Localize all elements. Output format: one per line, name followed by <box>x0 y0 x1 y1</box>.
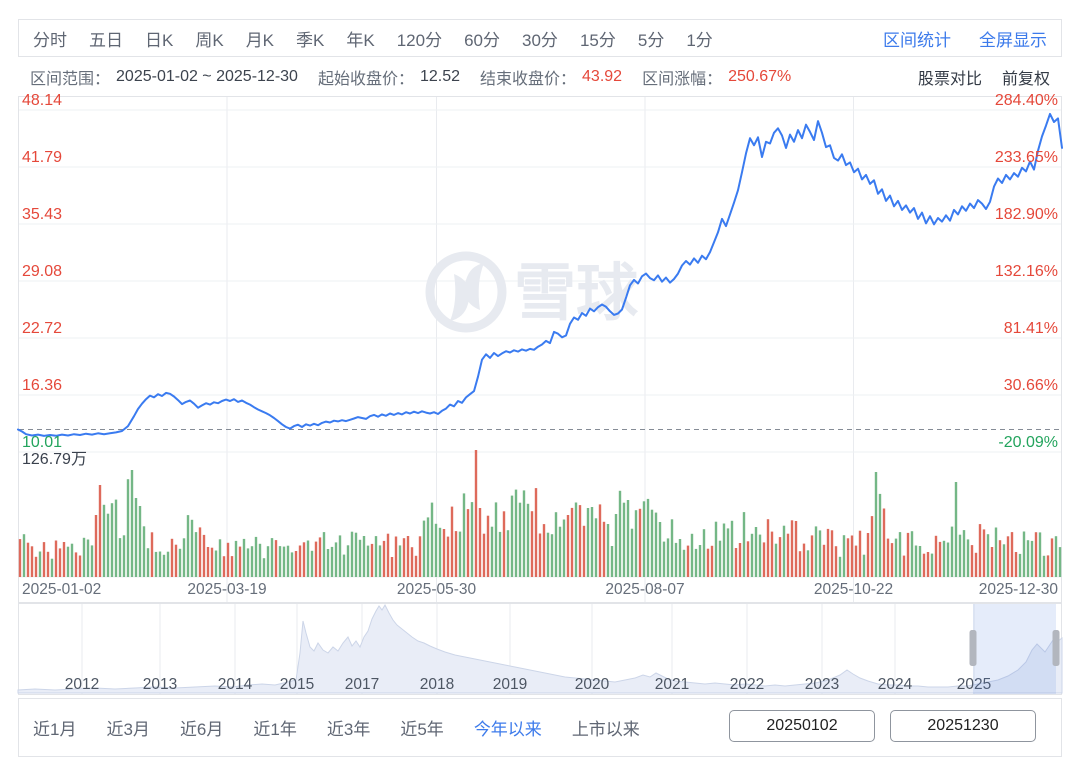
period-tab-5[interactable]: 月K <box>245 30 275 50</box>
price-line <box>17 112 1063 437</box>
start-close-value: 12.52 <box>419 67 460 85</box>
fullscreen-link[interactable]: 全屏显示 <box>979 30 1047 50</box>
navigator-year-label: 2017 <box>345 676 379 693</box>
pct-axis-label: 233.65% <box>995 149 1058 166</box>
period-tab-1[interactable]: 分时 <box>33 30 67 50</box>
range-label: 区间范围： <box>30 70 111 88</box>
navigator-left-handle[interactable] <box>969 630 977 666</box>
price-axis-label: 29.08 <box>22 263 62 280</box>
start-date-input[interactable] <box>729 710 875 742</box>
range-span: 区间范围： 2025-01-02 ~ 2025-12-30 <box>30 65 298 89</box>
main-chart-area[interactable]: 雪球 48.14 41.79 35.43 29.08 22.72 16.36 10.01 284… <box>17 92 1063 603</box>
x-axis-label: 2025-08-07 <box>605 581 684 598</box>
x-axis-label: 2025-10-22 <box>814 581 893 598</box>
price-volume-chart[interactable]: 雪球 48.14 41.79 35.43 29.08 22.72 16.36 10.01 284… <box>17 92 1063 603</box>
period-tab-11[interactable]: 15分 <box>579 30 616 50</box>
range-shortcut-5[interactable]: 近3年 <box>326 720 371 739</box>
range-shortcut-bar: 近1月 近3月 近6月 近1年 近3年 近5年 今年以来 上市以来 <box>18 698 1062 757</box>
period-tab-7[interactable]: 年K <box>346 30 375 50</box>
adjust-mode-button[interactable]: 前复权 <box>1001 70 1050 88</box>
period-tab-6[interactable]: 季K <box>296 30 325 50</box>
x-axis-label: 2025-12-30 <box>979 581 1059 598</box>
end-close: 结束收盘价： 43.92 <box>480 65 622 89</box>
navigator-year-label: 2013 <box>143 676 177 693</box>
chart-frame <box>18 96 1062 603</box>
navigator-year-label: 2022 <box>730 676 764 693</box>
range-change-value: 250.67% <box>728 67 792 85</box>
period-tab-3[interactable]: 日K <box>145 30 174 50</box>
range-shortcut-8[interactable]: 上市以来 <box>571 720 640 739</box>
price-axis-label: 22.72 <box>22 320 62 337</box>
range-change-label: 区间涨幅： <box>642 70 723 88</box>
navigator-year-label: 2015 <box>280 676 314 693</box>
x-axis-label: 2025-01-02 <box>22 581 101 598</box>
price-axis-label: 10.01 <box>22 434 62 451</box>
end-close-label: 结束收盘价： <box>480 70 577 88</box>
navigator-year-label: 2019 <box>493 676 527 693</box>
pct-axis-label: 284.40% <box>995 92 1058 109</box>
x-axis-label: 2025-03-19 <box>187 581 266 598</box>
price-axis-label: 16.36 <box>22 377 62 394</box>
price-axis-label: 41.79 <box>22 149 62 166</box>
range-shortcut-2[interactable]: 近3月 <box>106 720 150 739</box>
pct-axis-label: 30.66% <box>1004 377 1058 394</box>
start-close: 起始收盘价： 12.52 <box>318 65 460 89</box>
stock-compare-button[interactable]: 股票对比 <box>917 70 982 88</box>
range-value: 2025-01-02 ~ 2025-12-30 <box>116 67 298 85</box>
range-shortcut-1[interactable]: 近1月 <box>33 720 77 739</box>
range-stats-link[interactable]: 区间统计 <box>883 30 951 50</box>
period-tab-13[interactable]: 1分 <box>686 30 713 50</box>
watermark-text: 雪球 <box>514 259 639 328</box>
navigator-year-label: 2018 <box>420 676 454 693</box>
period-tab-8[interactable]: 120分 <box>396 30 443 50</box>
navigator-area <box>17 603 1063 694</box>
x-axis-label: 2025-05-30 <box>397 581 477 598</box>
end-date-input[interactable] <box>890 710 1036 742</box>
navigator-year-label: 2014 <box>218 676 253 693</box>
navigator-chart[interactable]: 2012 2013 2014 2015 2017 2018 2019 2020 2021 2022… <box>17 603 1063 695</box>
navigator-year-label: 2012 <box>65 676 99 693</box>
pct-axis-label: 182.90% <box>995 206 1058 223</box>
range-info-bar: 区间范围： 2025-01-02 ~ 2025-12-30 起始收盘价： 12.… <box>18 57 1062 96</box>
volume-max-label: 126.79万 <box>22 451 87 468</box>
period-tab-10[interactable]: 30分 <box>522 30 558 50</box>
navigator-selection[interactable] <box>973 604 1056 694</box>
period-tab-2[interactable]: 五日 <box>89 30 123 50</box>
navigator-year-label: 2024 <box>878 676 913 693</box>
navigator-year-label: 2020 <box>575 676 610 693</box>
navigator-right-handle[interactable] <box>1052 630 1060 666</box>
pct-axis-label: 132.16% <box>995 263 1058 280</box>
range-change: 区间涨幅： 250.67% <box>642 65 791 89</box>
navigator-year-label: 2025 <box>957 676 991 693</box>
end-close-value: 43.92 <box>582 67 623 85</box>
price-axis-label: 48.14 <box>22 92 62 109</box>
navigator-year-label: 2021 <box>655 676 689 693</box>
range-shortcut-3[interactable]: 近6月 <box>179 720 224 739</box>
price-axis-label: 35.43 <box>22 206 62 223</box>
navigator-year-label: 2023 <box>805 676 839 693</box>
volume-bars <box>18 450 1062 577</box>
range-shortcut-6[interactable]: 近5年 <box>400 720 444 739</box>
xueqiu-watermark: 雪球 <box>425 251 639 333</box>
range-shortcut-7[interactable]: 今年以来 <box>473 720 542 739</box>
range-shortcut-4[interactable]: 近1年 <box>253 720 297 739</box>
period-tab-4[interactable]: 周K <box>195 30 224 50</box>
start-close-label: 起始收盘价： <box>317 70 414 88</box>
pct-axis-label: 81.41% <box>1004 320 1058 337</box>
timeline-navigator[interactable]: 2012 2013 2014 2015 2017 2018 2019 2020 2021 2022… <box>17 603 1063 695</box>
period-tab-9[interactable]: 60分 <box>464 30 501 50</box>
period-tab-12[interactable]: 5分 <box>637 30 665 50</box>
pct-axis-label: -20.09% <box>998 434 1058 451</box>
period-tabbar: 分时 五日 日K 周K 月K 季K 年K 120分 60分 30分 15分 5分 1分 区间统计 全屏显… <box>18 19 1062 57</box>
